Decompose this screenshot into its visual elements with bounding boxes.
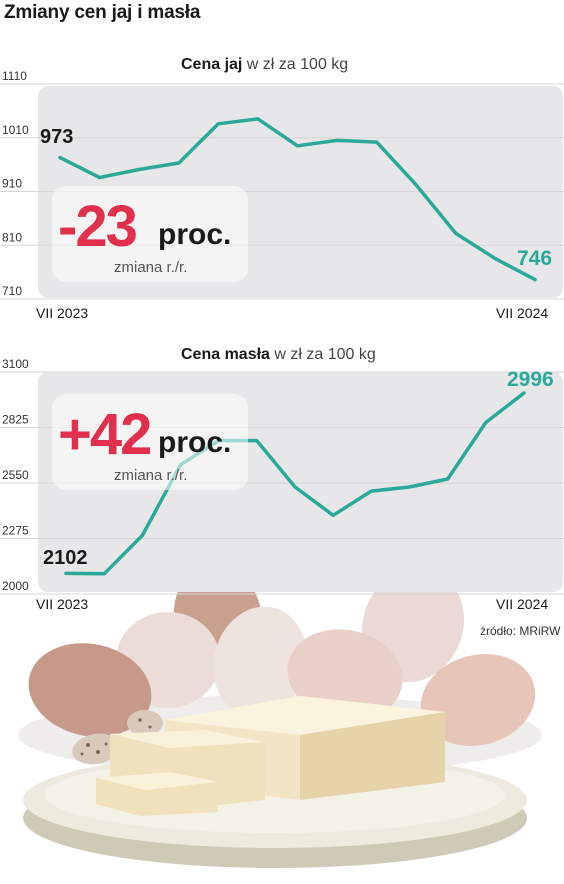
change-box xyxy=(52,186,248,282)
change-value: -23 xyxy=(58,194,137,259)
chart-1: Cena jaj w zł za 100 kg 710 810 910 1010 1110… xyxy=(0,56,564,321)
change-caption: zmiana r./r. xyxy=(114,259,187,276)
start-value-label: 973 xyxy=(40,126,73,148)
y-tick-label: 1010 xyxy=(2,123,29,137)
y-tick-label: 2000 xyxy=(2,579,29,593)
start-value-label: 2102 xyxy=(43,547,88,569)
y-tick-label: 2550 xyxy=(2,468,29,482)
x-label-start: VII 2023 xyxy=(36,596,88,612)
change-unit: proc. xyxy=(158,218,231,251)
end-value-label: 2996 xyxy=(507,368,554,391)
x-label-end: VII 2024 xyxy=(496,305,548,321)
change-box xyxy=(52,394,248,490)
change-unit: proc. xyxy=(158,426,231,459)
y-tick-label: 3100 xyxy=(2,357,29,371)
y-tick-label: 910 xyxy=(2,177,22,191)
y-tick-label: 2275 xyxy=(2,524,29,538)
end-value-label: 746 xyxy=(517,247,552,270)
change-caption: zmiana r./r. xyxy=(114,467,187,484)
chart-title: Cena jaj w zł za 100 kg xyxy=(181,56,348,73)
y-tick-label: 2825 xyxy=(2,413,29,427)
x-label-end: VII 2024 xyxy=(496,596,548,612)
main-title: Zmiany cen jaj i masła xyxy=(4,2,201,23)
chart-2: Cena masła w zł za 100 kg 2000 2275 2550 282… xyxy=(0,346,564,612)
change-value: +42 xyxy=(58,402,150,467)
y-tick-label: 1110 xyxy=(2,69,27,83)
y-tick-label: 710 xyxy=(2,284,22,298)
source-text: źródło: MRiRW xyxy=(480,624,561,638)
x-label-start: VII 2023 xyxy=(36,305,88,321)
y-tick-label: 810 xyxy=(2,230,22,244)
chart-title: Cena masła w zł za 100 kg xyxy=(181,346,376,363)
